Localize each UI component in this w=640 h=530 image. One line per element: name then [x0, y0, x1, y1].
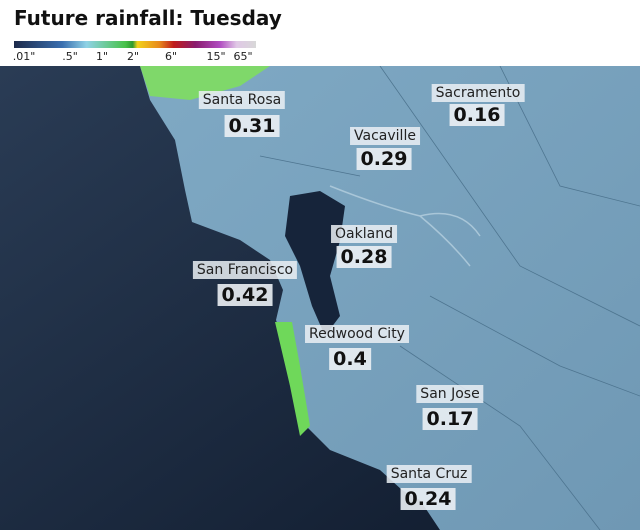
- title: Future rainfall: Tuesday: [14, 6, 282, 30]
- city-name: Redwood City: [305, 325, 409, 343]
- legend-label: 15": [206, 50, 226, 63]
- rainfall-value: 0.42: [217, 284, 273, 306]
- legend-label: .01": [12, 50, 36, 63]
- city-name: San Francisco: [192, 261, 298, 279]
- map: [0, 66, 640, 530]
- city-name: Santa Cruz: [386, 465, 472, 483]
- rainfall-value: 0.17: [422, 408, 478, 430]
- rainfall-value: 0.16: [449, 104, 505, 126]
- rainfall-value: 0.29: [356, 148, 412, 170]
- legend-label: .5": [62, 50, 78, 63]
- legend-label: 65": [233, 50, 253, 63]
- city-name: San Jose: [416, 385, 484, 403]
- city-name: Sacramento: [431, 84, 525, 102]
- rainfall-value: 0.4: [329, 348, 371, 370]
- legend-bar: [14, 41, 256, 48]
- rainfall-value: 0.24: [400, 488, 456, 510]
- city-name: Oakland: [331, 225, 397, 243]
- city-name: Vacaville: [350, 127, 420, 145]
- rainfall-value: 0.28: [336, 246, 392, 268]
- legend-label: 2": [126, 50, 140, 63]
- legend-label: 6": [164, 50, 178, 63]
- rainfall-value: 0.31: [224, 115, 280, 137]
- city-name: Santa Rosa: [198, 91, 286, 109]
- legend-label: 1": [95, 50, 109, 63]
